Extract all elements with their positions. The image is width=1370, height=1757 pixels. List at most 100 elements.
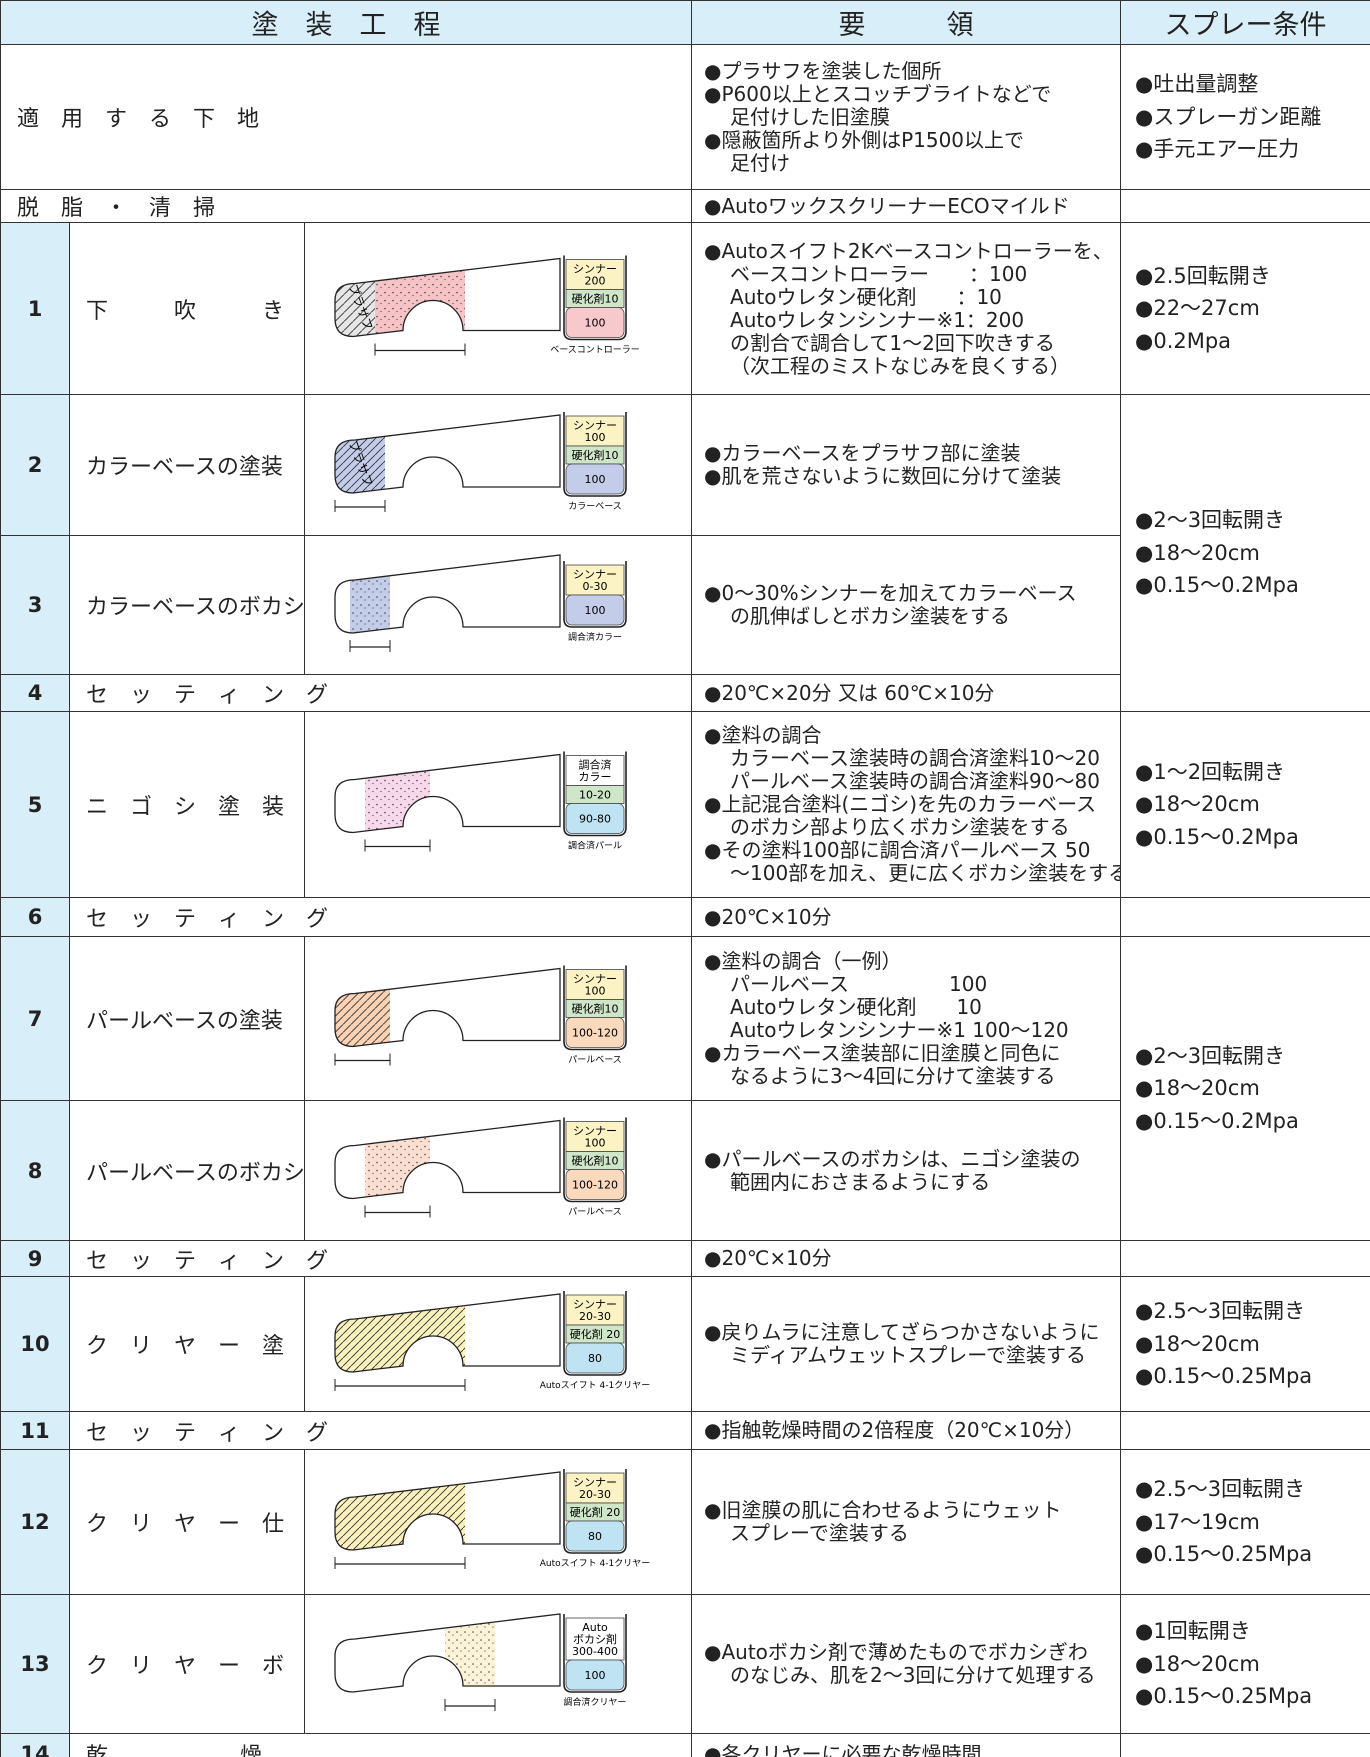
spray-conditions: ●1～2回転開き ●18～20cm ●0.15～0.2Mpa [1120, 711, 1370, 898]
spray-conditions [1120, 1733, 1370, 1757]
procedure-line: ●その塗料100部に調合済パールベース 50 [704, 838, 1091, 862]
procedure-line: （次工程のミストなじみを良くする） [730, 353, 1071, 378]
cup-caption: パールベース [568, 1207, 622, 1218]
cup-label: 硬化剤 20 [570, 1505, 621, 1519]
spray-line: ●18～20cm [1135, 1076, 1260, 1101]
cup-layer [565, 1017, 625, 1048]
step-name: セ ッ テ ィ ン グ [68, 1240, 693, 1277]
spray-conditions [1120, 189, 1370, 223]
table-row: 10 ク リ ヤ ー 塗 装 シンナー 20-30 硬化剤 20 80 Autoスイフト 4… [0, 1276, 1370, 1412]
cup-layer [565, 803, 625, 834]
panel-group [334, 1119, 561, 1218]
spray-line: ●2～3回転開き [1135, 508, 1286, 533]
panel-group [334, 1471, 561, 1569]
spray-line: ●17～19cm [1135, 1509, 1260, 1534]
table-row: 7 パールベースの塗装 シンナー 100 硬化剤10 100-120 パールベース ●塗料の調… [0, 936, 1370, 1241]
step-name: 脱 脂 ・ 清 掃 [0, 189, 693, 223]
spray-conditions: ●2～3回転開き ●18～20cm ●0.15～0.2Mpa [1120, 936, 1370, 1241]
step-number: 7 [0, 936, 70, 1101]
step-number: 12 [0, 1449, 70, 1595]
cup-label: 硬化剤10 [572, 1154, 619, 1168]
diagram-cell: シンナー 100 硬化剤10 100-120 パールベース [303, 1100, 693, 1241]
header-cell: 要 領 [691, 0, 1122, 45]
procedure: ●20℃×10分 [691, 897, 1122, 937]
cup-caption: 調合済クリヤー [563, 1696, 626, 1708]
spray-conditions: ●2.5回転開き ●22～27cm ●0.2Mpa [1120, 222, 1370, 395]
procedure-line: ●パールベースのボカシは、ニゴシ塗装の [704, 1146, 1081, 1171]
spray-conditions: ●2.5～3回転開き ●18～20cm ●0.15～0.25Mpa [1120, 1276, 1370, 1412]
procedure-line: ●塗料の調合（一例） [704, 948, 902, 973]
spray-line: ●18～20cm [1135, 1651, 1260, 1676]
paint-area [375, 258, 465, 337]
procedure-line: ●カラーベース塗装部に旧塗膜と同色に [704, 1040, 1061, 1065]
cup-layer [565, 1617, 625, 1661]
panel-fill [335, 1294, 465, 1372]
table-row: 3 カラーベースのボカシ シンナー 0-30 100 調合済カラー ●0～30%シンナーを加… [0, 535, 1370, 675]
cup-label: シンナー [573, 263, 617, 276]
panel-outline [334, 414, 561, 494]
cup-outline [563, 1614, 627, 1693]
spray-line: ●手元エアー圧力 [1135, 137, 1300, 162]
step-number: 13 [0, 1594, 70, 1734]
cup-label: シンナー [573, 1125, 617, 1138]
cup-layer [565, 259, 625, 290]
step-name: 適 用 す る 下 地 [0, 44, 693, 190]
spray-line: ●18～20cm [1135, 1331, 1260, 1356]
step-name: ク リ ヤ ー 仕 上 げ [69, 1449, 305, 1595]
step-number: 6 [0, 897, 70, 937]
step-name: セ ッ テ ィ ン グ [68, 674, 693, 712]
spray-conditions: ●吐出量調整 ●スプレーガン距離 ●手元エアー圧力 [1120, 44, 1370, 190]
cup-label: 100 [585, 1137, 606, 1150]
header-cell: 塗 装 工 程 [0, 0, 693, 45]
procedure-line: ●戻りムラに注意してざらつかさないように [704, 1320, 1100, 1344]
procedure: ●0～30%シンナーを加えてカラーベース の肌伸ばしとボカシ塗装をする [691, 535, 1122, 675]
spray-line: ●18～20cm [1135, 792, 1260, 817]
diagram: 調合済カラー 10-20 90-80 調合済パール [334, 751, 627, 852]
panel-fill [350, 555, 390, 633]
cup-layer [565, 1342, 625, 1374]
procedure: ●塗料の調合（一例） パールベース 100 Autoウレタン硬化剤 10 Autoウレ… [691, 936, 1122, 1101]
procedure: ●Autoスイフト2Kベースコントローラーを、 ベースコントローラー ：100 Au… [691, 222, 1122, 395]
panel-outline [334, 967, 561, 1048]
cup-label: 90-80 [579, 813, 611, 826]
table-row: 2 カラーベースの塗装 プラサフ シンナー 100 硬化剤10 100 カラーベース ●カラーベ… [0, 394, 1370, 712]
procedure-line: ●塗料の調合 [704, 723, 822, 747]
step-number: 1 [0, 222, 70, 395]
procedure: ●AutoワックスクリーナーECOマイルド [691, 189, 1122, 223]
procedure-line: ●P600以上とスコッチブライトなどで [704, 81, 1052, 106]
cup-label: シンナー [573, 973, 617, 986]
spray-line: ●0.15～0.2Mpa [1135, 824, 1299, 849]
spray-line: ●吐出量調整 [1135, 72, 1259, 97]
cup-layer [565, 755, 625, 786]
spray-conditions [1120, 1240, 1370, 1277]
procedure-line: Autoウレタン硬化剤 10 [730, 994, 982, 1019]
cup-label: 100 [585, 985, 606, 998]
cup-label: 0-30 [583, 580, 608, 593]
cup-label: 80 [588, 1530, 602, 1543]
step-number: 8 [0, 1100, 70, 1241]
diagram-cell: プラサフ シンナー 100 硬化剤10 100 カラーベース [303, 394, 693, 536]
procedure-line: ●上記混合塗料(ニゴシ)を先のカラーベース [704, 792, 1097, 816]
diagram-cell: シンナー 20-30 硬化剤 20 80 Autoスイフト 4-1クリヤー [303, 1449, 693, 1595]
cup-label: Auto [582, 1621, 608, 1634]
procedure-line: ●20℃×10分 [704, 1246, 832, 1270]
spray-line: ●1回転開き [1135, 1619, 1251, 1644]
step-number: 3 [0, 535, 70, 675]
panel-group [334, 753, 561, 852]
procedure: ●各クリヤーに必要な乾燥時間 [691, 1733, 1122, 1757]
spray-line: ●0.15～0.25Mpa [1135, 1684, 1313, 1709]
cup-label: ボカシ剤 [573, 1632, 617, 1646]
panel-group [334, 554, 561, 652]
table-row: 14 乾 燥 ●各クリヤーに必要な乾燥時間 [0, 1733, 1370, 1757]
procedure-line: ●AutoワックスクリーナーECOマイルド [704, 193, 1070, 218]
table-body: 適 用 す る 下 地 ●プラサフを塗装した個所 ●P600以上とスコッチブライトな… [0, 44, 1370, 1757]
cup-outline [563, 1469, 627, 1554]
panel-outline [334, 1471, 561, 1551]
spray-line: ●2～3回転開き [1135, 1043, 1286, 1068]
